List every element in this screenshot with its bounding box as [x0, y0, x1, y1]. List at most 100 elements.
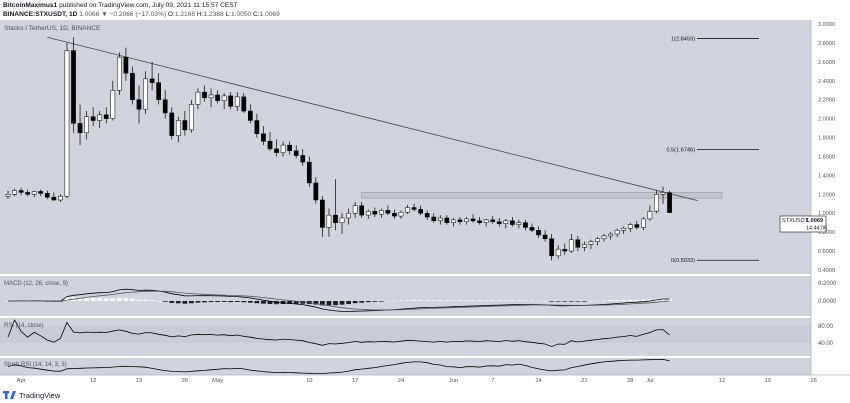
candle[interactable] [234, 92, 240, 112]
candle[interactable] [293, 145, 299, 159]
candle[interactable] [568, 234, 574, 253]
candle[interactable] [411, 203, 417, 212]
candle[interactable] [660, 186, 666, 204]
candle[interactable] [667, 190, 672, 213]
candle[interactable] [562, 243, 568, 255]
candle[interactable] [280, 141, 286, 157]
candle[interactable] [483, 218, 489, 227]
candle[interactable] [149, 61, 155, 91]
candle[interactable] [267, 131, 273, 151]
candle[interactable] [510, 217, 515, 227]
candle[interactable] [542, 230, 548, 242]
candle[interactable] [647, 205, 653, 221]
candle[interactable] [18, 187, 24, 196]
candle[interactable] [123, 47, 129, 81]
candle[interactable] [346, 208, 351, 225]
candle[interactable] [71, 37, 76, 133]
tradingview-footer[interactable]: TradingView [3, 388, 60, 402]
candle[interactable] [339, 213, 345, 235]
candle[interactable] [451, 217, 456, 227]
candle[interactable] [333, 179, 338, 231]
candle[interactable] [202, 85, 207, 102]
candle[interactable] [110, 80, 116, 121]
candle[interactable] [5, 190, 11, 200]
main-pane-bg[interactable] [0, 20, 811, 274]
candle[interactable] [130, 66, 135, 105]
candle[interactable] [536, 226, 541, 238]
candle[interactable] [175, 116, 181, 143]
candle[interactable] [470, 214, 476, 223]
candle[interactable] [621, 226, 627, 235]
candle[interactable] [313, 177, 319, 204]
candle[interactable] [359, 201, 365, 218]
candle[interactable] [418, 205, 423, 216]
descending-trendline[interactable] [47, 36, 699, 202]
candle[interactable] [379, 208, 384, 218]
candle[interactable] [58, 194, 63, 202]
candle[interactable] [31, 190, 37, 198]
candle[interactable] [241, 93, 247, 113]
candle[interactable] [136, 85, 142, 124]
candle[interactable] [503, 218, 509, 229]
candle[interactable] [516, 219, 522, 229]
candle[interactable] [38, 189, 44, 197]
candle[interactable] [654, 190, 659, 214]
candle[interactable] [549, 234, 554, 261]
candle[interactable] [169, 107, 175, 140]
candle[interactable] [162, 90, 168, 119]
candle[interactable] [195, 88, 201, 110]
candle[interactable] [477, 217, 482, 225]
candle[interactable] [228, 92, 234, 110]
candle[interactable] [614, 228, 620, 237]
candle[interactable] [365, 209, 371, 219]
candle[interactable] [97, 111, 103, 129]
candle[interactable] [51, 192, 57, 201]
last-price-label[interactable]: STXUSDT 1.0069 14:44:06 [779, 215, 827, 233]
candle[interactable] [77, 104, 83, 146]
candle[interactable] [627, 222, 633, 233]
candle[interactable] [608, 232, 613, 240]
candle[interactable] [496, 217, 502, 227]
candle[interactable] [575, 235, 581, 252]
resistance-zone[interactable] [361, 192, 723, 199]
candle[interactable] [64, 42, 70, 199]
candle[interactable] [261, 126, 266, 146]
candle[interactable] [634, 220, 640, 230]
candle[interactable] [117, 52, 122, 95]
candle[interactable] [143, 71, 148, 114]
candle[interactable] [444, 215, 450, 225]
candle[interactable] [372, 207, 378, 218]
candle[interactable] [457, 217, 463, 225]
candle[interactable] [582, 241, 587, 252]
candle[interactable] [424, 210, 430, 220]
candle[interactable] [208, 88, 214, 108]
candle[interactable] [326, 208, 332, 237]
candle[interactable] [555, 245, 561, 259]
candle[interactable] [44, 190, 50, 200]
candle[interactable] [182, 111, 188, 136]
candle[interactable] [287, 141, 292, 155]
candle[interactable] [12, 188, 17, 197]
candle[interactable] [398, 210, 404, 219]
candle[interactable] [84, 111, 89, 140]
candle[interactable] [392, 209, 397, 219]
candle[interactable] [601, 234, 607, 242]
candle[interactable] [385, 205, 391, 216]
candle[interactable] [595, 236, 600, 246]
candle[interactable] [464, 217, 469, 225]
candle[interactable] [641, 217, 646, 231]
candle[interactable] [431, 213, 437, 223]
candle[interactable] [221, 93, 227, 110]
candle[interactable] [529, 223, 535, 233]
candle[interactable] [352, 201, 358, 218]
candle[interactable] [156, 73, 162, 105]
candle[interactable] [523, 219, 528, 231]
candle[interactable] [320, 196, 325, 237]
candle[interactable] [248, 104, 253, 124]
candle[interactable] [588, 239, 594, 250]
candle[interactable] [274, 139, 279, 157]
candle[interactable] [215, 90, 220, 104]
candle[interactable] [189, 99, 194, 133]
macd-pane-bg[interactable] [0, 276, 811, 316]
